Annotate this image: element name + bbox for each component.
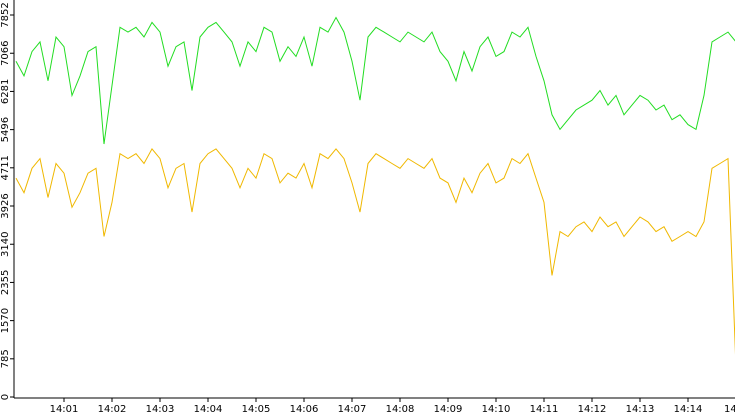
- y-tick-label: 0: [0, 394, 11, 400]
- x-tick-label: 14:07: [338, 404, 367, 415]
- series-line: [15, 148, 735, 355]
- x-tick-label: 14:11: [530, 404, 559, 415]
- y-tick-label: 3926: [0, 193, 11, 218]
- series-line: [15, 16, 735, 145]
- x-tick-label: 14:03: [146, 404, 175, 415]
- x-tick-label: 14: [724, 404, 735, 415]
- y-tick-label: 7066: [0, 41, 11, 66]
- y-tick-label: 785: [0, 349, 11, 368]
- x-tick-label: 14:02: [98, 404, 127, 415]
- y-tick-label: 1570: [0, 308, 11, 333]
- y-tick-label: 2355: [0, 270, 11, 295]
- x-tick-label: 14:06: [290, 404, 319, 415]
- x-tick-label: 14:10: [482, 404, 511, 415]
- x-tick-label: 14:01: [50, 404, 79, 415]
- y-tick-label: 7852: [0, 2, 11, 27]
- y-tick-label: 3140: [0, 232, 11, 257]
- x-tick-label: 14:12: [578, 404, 607, 415]
- y-tick-label: 6281: [0, 79, 11, 104]
- x-tick-label: 14:14: [674, 404, 703, 415]
- x-tick-label: 14:05: [242, 404, 271, 415]
- x-tick-label: 14:09: [434, 404, 463, 415]
- x-tick-label: 14:04: [194, 404, 223, 415]
- y-tick-label: 5496: [0, 117, 11, 142]
- y-tick-label: 4711: [0, 155, 11, 180]
- x-tick-label: 14:08: [386, 404, 415, 415]
- x-tick-label: 14:13: [626, 404, 655, 415]
